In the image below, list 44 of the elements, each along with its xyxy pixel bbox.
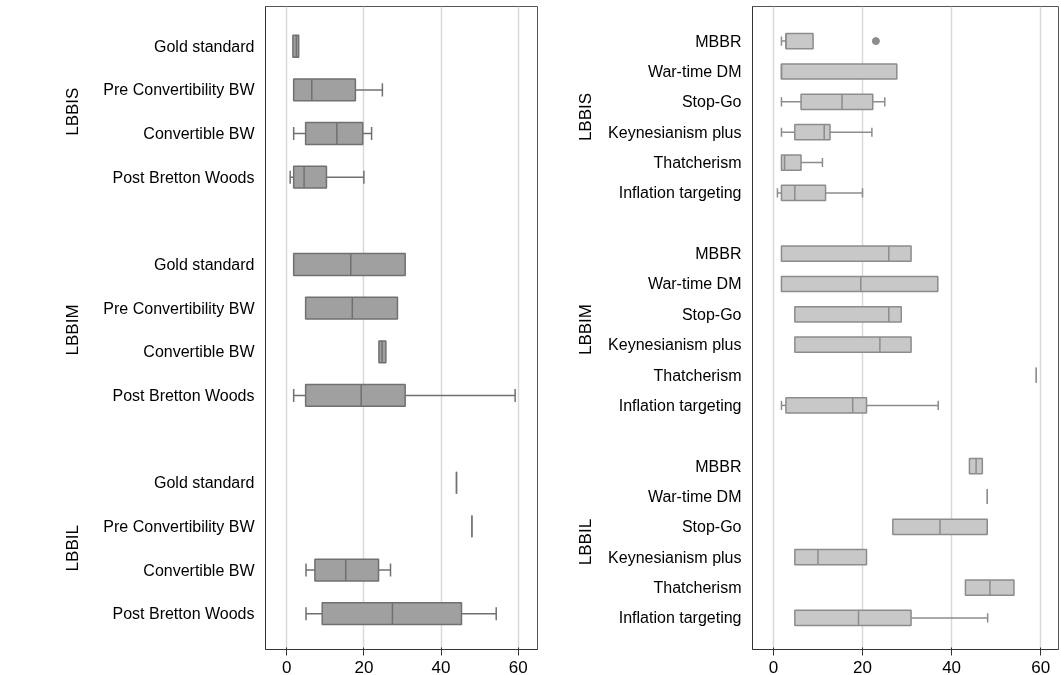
x-tick-label: 20	[354, 657, 374, 675]
x-tick-label: 40	[431, 657, 451, 675]
y-tick-label: Stop-Go	[681, 518, 742, 536]
text: LBBIL	[63, 525, 83, 572]
y-tick-label: War-time DM	[647, 62, 742, 80]
y-tick-label: Post Bretton Woods	[112, 386, 255, 404]
y-tick-label: War-time DM	[647, 487, 742, 505]
y-tick-label: Thatcherism	[653, 579, 742, 597]
y-tick-label: Stop-Go	[681, 305, 742, 323]
text: LBBIM	[63, 304, 83, 356]
y-tick-label: Post Bretton Woods	[112, 168, 255, 186]
y-tick-label: Gold standard	[153, 474, 255, 492]
text: LBBIL	[576, 518, 596, 566]
y-tick-label: Post Bretton Woods	[112, 605, 255, 623]
text: LBBIS	[576, 92, 596, 142]
y-tick-label: Convertible BW	[143, 343, 256, 361]
y-tick-label: Stop-Go	[681, 93, 742, 111]
y-tick-label: Convertible BW	[143, 125, 256, 143]
y-tick-label: Thatcherism	[653, 154, 742, 172]
x-tick-label: 0	[768, 657, 779, 675]
x-tick-label: 0	[281, 657, 292, 675]
x-tick-label: 20	[853, 657, 872, 675]
y-tick-label: Gold standard	[153, 255, 255, 273]
y-tick-label: MBBR	[695, 457, 742, 475]
y-tick-label: Inflation targeting	[618, 184, 742, 202]
x-tick-label: 40	[942, 657, 962, 675]
x-tick-label: 60	[508, 657, 528, 675]
x-tick-label: 60	[1031, 657, 1051, 675]
text: LBBIS	[63, 87, 83, 136]
y-tick-label: Convertible BW	[143, 561, 256, 579]
y-tick-label: Inflation targeting	[618, 609, 742, 627]
y-tick-label: Pre Convertibility BW	[103, 517, 256, 535]
y-tick-label: MBBR	[695, 32, 742, 50]
y-tick-label: Pre Convertibility BW	[103, 81, 256, 99]
y-tick-label: MBBR	[695, 245, 742, 263]
y-tick-label: Gold standard	[153, 37, 255, 55]
text: LBBIM	[576, 303, 596, 356]
y-tick-label: Keynesianism plus	[608, 336, 742, 354]
y-tick-label: Pre Convertibility BW	[103, 299, 256, 317]
y-tick-label: Inflation targeting	[618, 396, 742, 414]
y-tick-label: Keynesianism plus	[608, 123, 742, 141]
y-tick-label: Thatcherism	[653, 366, 742, 384]
y-tick-label: Keynesianism plus	[608, 548, 742, 566]
y-tick-label: War-time DM	[647, 275, 742, 293]
